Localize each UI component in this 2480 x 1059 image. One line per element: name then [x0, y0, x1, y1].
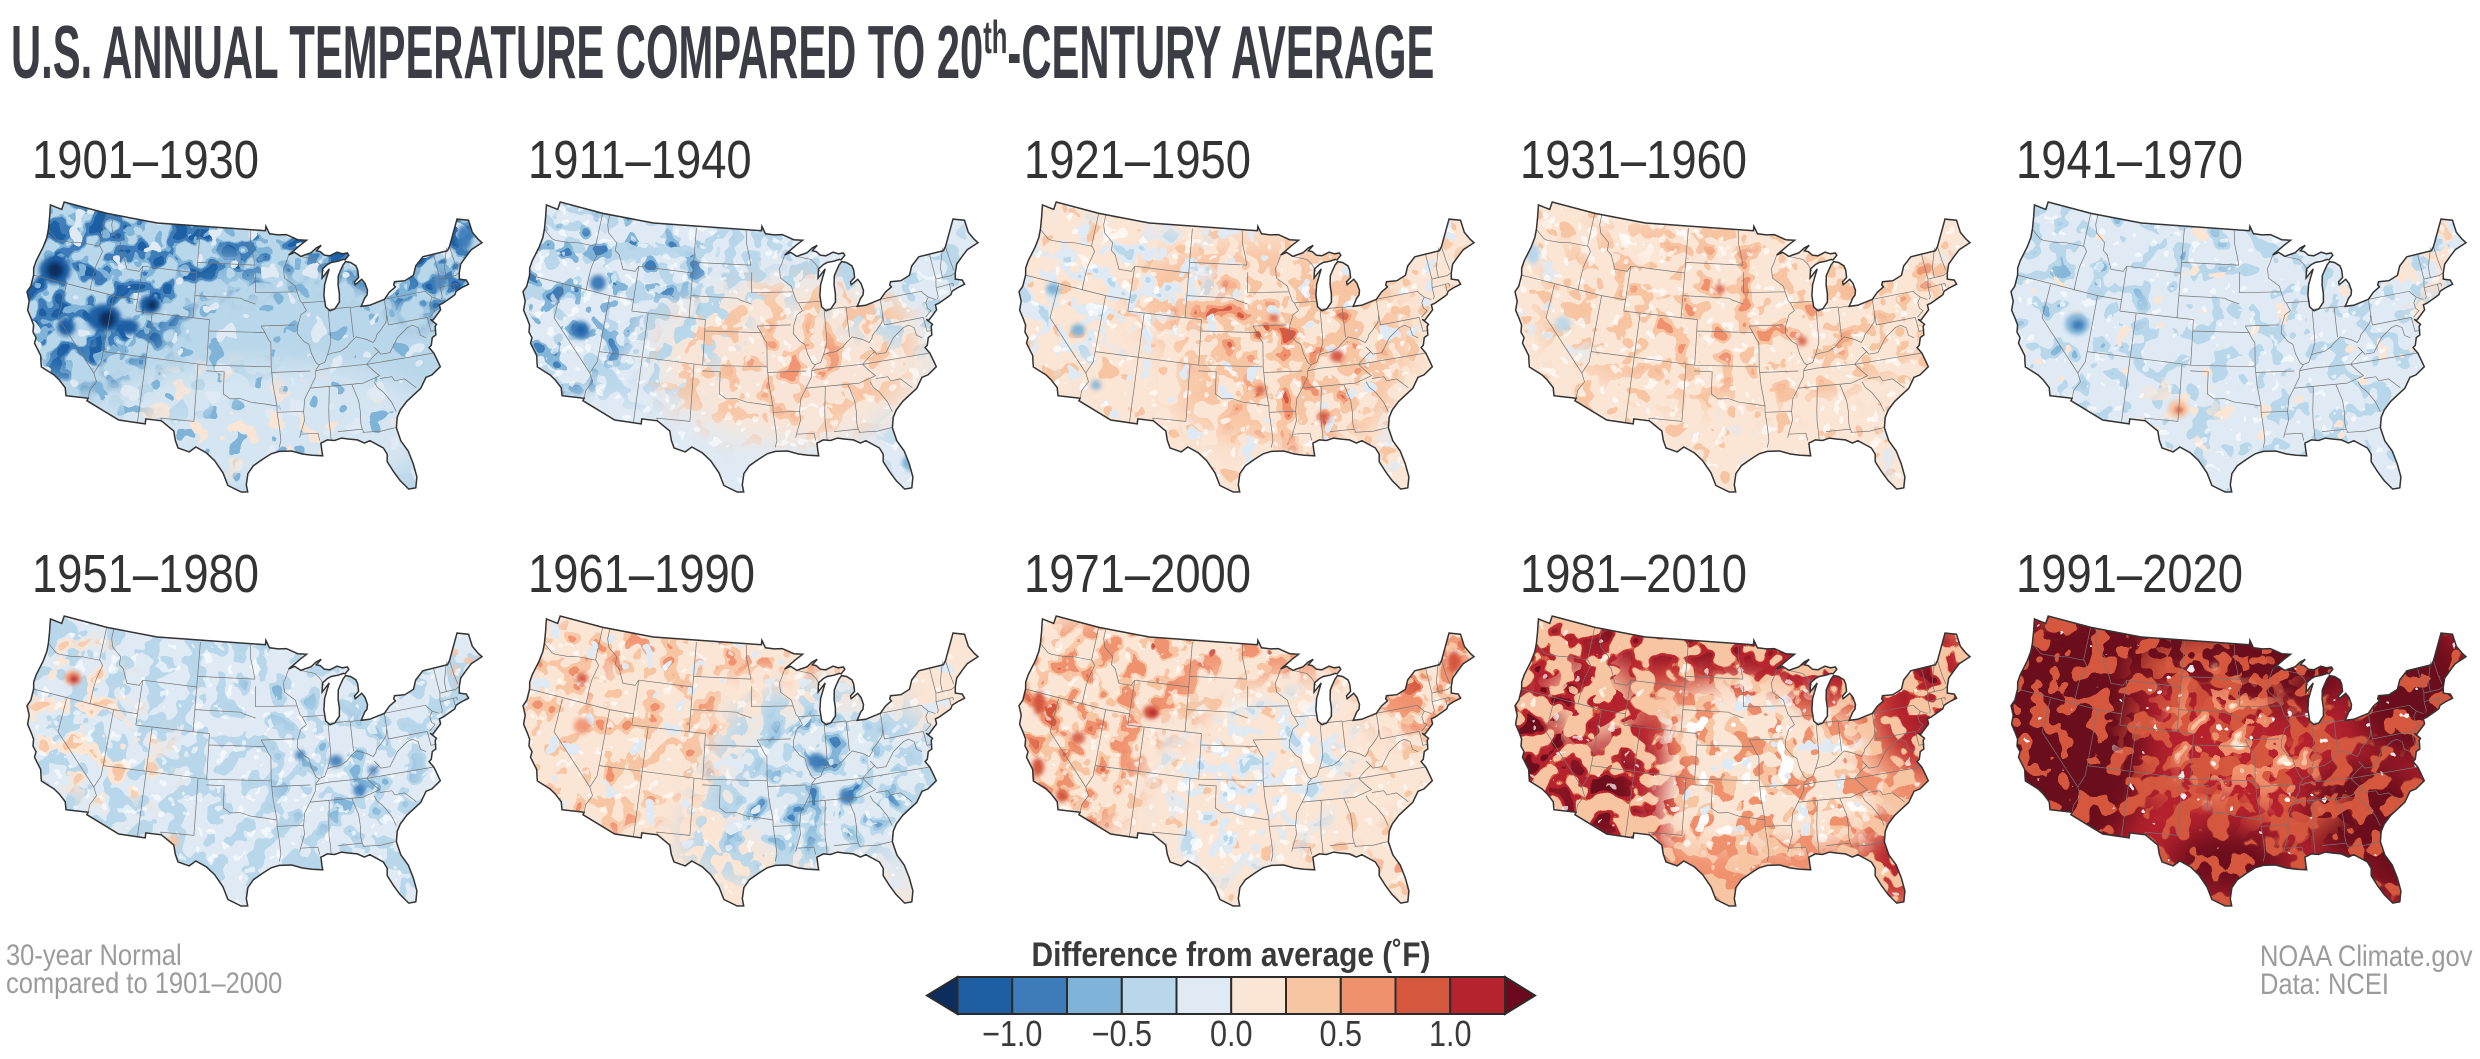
svg-text:1921–1950: 1921–1950	[1024, 129, 1251, 190]
svg-text:compared to 1901–2000: compared to 1901–2000	[6, 966, 282, 999]
svg-text:1901–1930: 1901–1930	[32, 129, 259, 190]
svg-text:−0.5: −0.5	[1092, 1015, 1152, 1054]
svg-text:30-year Normal: 30-year Normal	[6, 938, 182, 971]
svg-text:−1.0: −1.0	[982, 1015, 1042, 1054]
svg-text:Data: NCEI: Data: NCEI	[2260, 967, 2389, 1000]
svg-text:NOAA Climate.gov: NOAA Climate.gov	[2260, 939, 2473, 972]
svg-text:1.0: 1.0	[1429, 1015, 1472, 1054]
svg-text:1931–1960: 1931–1960	[1520, 129, 1747, 190]
svg-text:Difference from average (˚F): Difference from average (˚F)	[1032, 935, 1431, 973]
svg-text:1961–1990: 1961–1990	[528, 543, 755, 604]
svg-text:1971–2000: 1971–2000	[1024, 543, 1251, 604]
svg-text:1991–2020: 1991–2020	[2016, 543, 2243, 604]
svg-text:0.5: 0.5	[1320, 1015, 1363, 1054]
svg-text:1981–2010: 1981–2010	[1520, 543, 1747, 604]
svg-text:U.S. ANNUAL TEMPERATURE COMPAR: U.S. ANNUAL TEMPERATURE COMPARED TO 20th…	[11, 10, 1434, 94]
svg-text:1911–1940: 1911–1940	[528, 129, 752, 190]
svg-text:1951–1980: 1951–1980	[32, 543, 259, 604]
svg-text:1941–1970: 1941–1970	[2016, 129, 2243, 190]
svg-text:0.0: 0.0	[1210, 1015, 1253, 1054]
